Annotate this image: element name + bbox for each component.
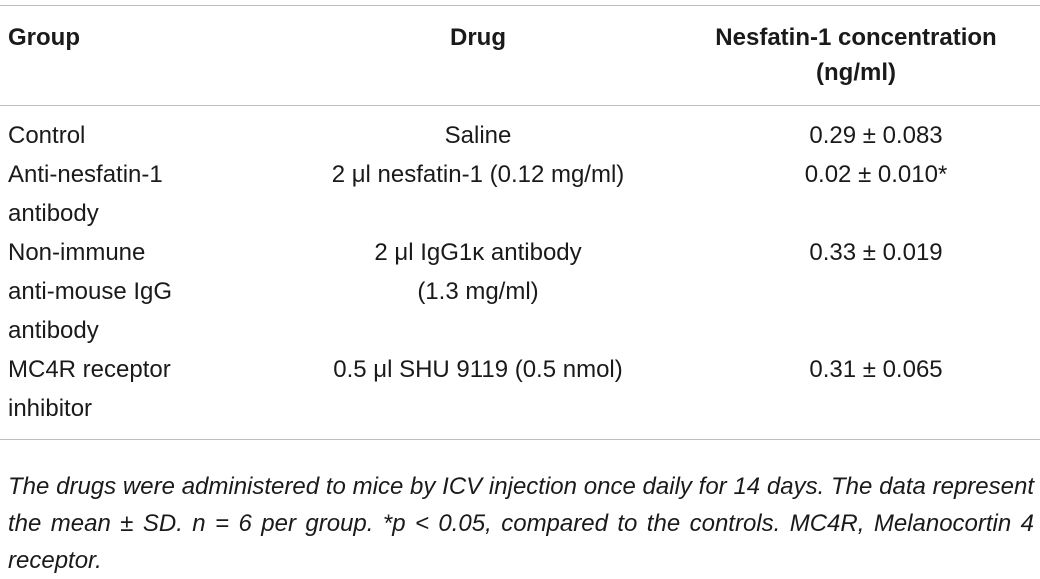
cell-drug-line: 2 μl nesfatin-1 (0.12 mg/ml) — [331, 161, 625, 188]
cell-group-line: MC4R receptor — [8, 356, 171, 383]
cell-concentration: 0.33 ± 0.019 — [809, 239, 943, 266]
header-row: Group Drug Nesfatin-1 concentration (ng/… — [0, 5, 1040, 106]
cell-drug-line: 0.5 μl SHU 9119 (0.5 nmol) — [333, 356, 623, 383]
table-row: Control Saline 0.29 ± 0.083 — [0, 106, 1040, 156]
table-body: Control Saline 0.29 ± 0.083 Anti-nesfati… — [0, 106, 1040, 440]
header-concentration-line1: Nesfatin-1 concentration — [715, 24, 997, 51]
cell-drug: Saline — [288, 106, 668, 156]
cell-group-line: Control — [8, 122, 86, 149]
cell-group-line: Non-immune — [8, 239, 146, 266]
table-row: MC4R receptor inhibitor 0.5 μl SHU 9119 … — [0, 350, 1040, 440]
header-concentration: Nesfatin-1 concentration (ng/ml) — [668, 6, 1040, 106]
cell-drug-line: 2 μl IgG1κ antibody — [374, 239, 582, 266]
cell-concentration: 0.31 ± 0.065 — [809, 356, 943, 383]
cell-group-line: antibody — [8, 200, 99, 227]
table-header: Group Drug Nesfatin-1 concentration (ng/… — [0, 5, 1040, 106]
cell-group-line: antibody — [8, 317, 99, 344]
header-concentration-line2: (ng/ml) — [816, 59, 896, 86]
table-row: Anti-nesfatin-1 antibody 2 μl nesfatin-1… — [0, 155, 1040, 233]
cell-concentration: 0.02 ± 0.010* — [804, 161, 948, 188]
cell-group-line: Anti-nesfatin-1 — [8, 161, 163, 188]
cell-group: Anti-nesfatin-1 antibody — [0, 155, 288, 233]
cell-drug: 0.5 μl SHU 9119 (0.5 nmol) — [288, 350, 668, 440]
cell-group: Control — [0, 106, 288, 156]
header-drug: Drug — [450, 24, 506, 51]
cell-group: MC4R receptor inhibitor — [0, 350, 288, 440]
cell-drug-line: (1.3 mg/ml) — [417, 278, 539, 305]
cell-group: Non-immune anti-mouse IgG antibody — [0, 233, 288, 350]
cell-drug: 2 μl nesfatin-1 (0.12 mg/ml) — [288, 155, 668, 233]
cell-drug: 2 μl IgG1κ antibody (1.3 mg/ml) — [288, 233, 668, 350]
header-group: Group — [8, 24, 80, 51]
data-table: Group Drug Nesfatin-1 concentration (ng/… — [0, 5, 1040, 440]
cell-concentration: 0.29 ± 0.083 — [809, 122, 943, 149]
cell-group-line: inhibitor — [8, 395, 93, 422]
table-page: Group Drug Nesfatin-1 concentration (ng/… — [0, 5, 1040, 574]
table-row: Non-immune anti-mouse IgG antibody 2 μl … — [0, 233, 1040, 350]
cell-group-line: anti-mouse IgG — [8, 278, 173, 305]
table-footnote: The drugs were administered to mice by I… — [8, 473, 1034, 574]
cell-drug-line: Saline — [444, 122, 512, 149]
